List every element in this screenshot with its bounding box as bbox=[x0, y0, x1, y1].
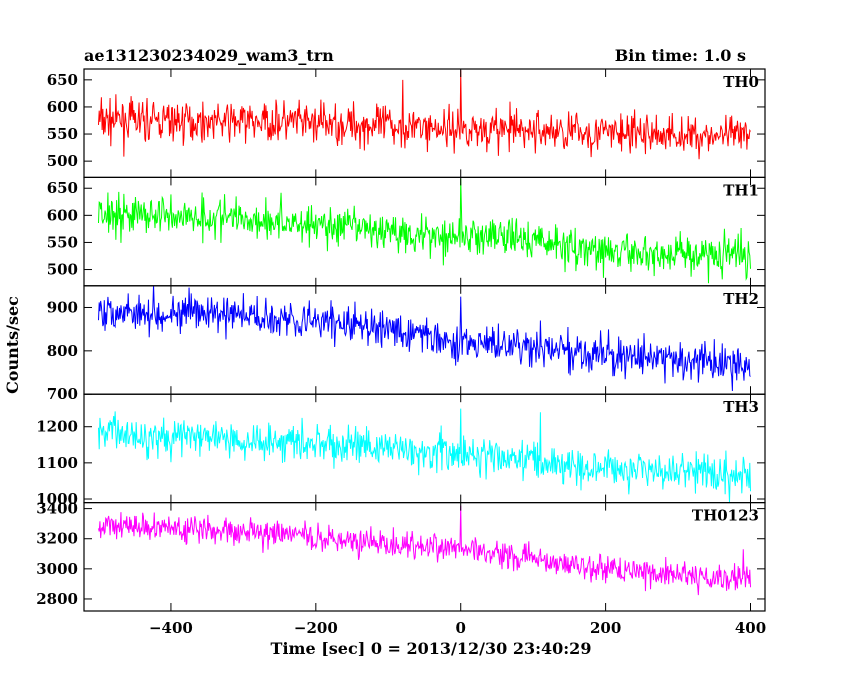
y-tick-label: 900 bbox=[47, 298, 78, 316]
panel-label-th2: TH2 bbox=[723, 290, 759, 308]
y-tick-label: 650 bbox=[47, 179, 78, 197]
y-tick-label: 1200 bbox=[36, 418, 78, 436]
y-tick-label: 3400 bbox=[36, 500, 78, 518]
panel-frame-th2 bbox=[83, 285, 766, 395]
x-axis-title: Time [sec] 0 = 2013/12/30 23:40:29 bbox=[271, 639, 592, 658]
series-th3 bbox=[97, 408, 752, 503]
series-th2 bbox=[97, 285, 751, 392]
y-tick-label: 1100 bbox=[36, 454, 78, 472]
panel-frame-th0123 bbox=[83, 502, 766, 612]
panel-label-th1: TH1 bbox=[723, 181, 759, 199]
panels-group: 500 550 600 650 TH0 500 550 600 650 TH1 700 800 900 T… bbox=[36, 68, 766, 637]
x-tick-label: −400 bbox=[149, 619, 193, 637]
x-tick-label: 0 bbox=[456, 619, 466, 637]
y-tick-label: 600 bbox=[47, 98, 78, 116]
y-axis-title: Counts/sec bbox=[3, 296, 22, 394]
x-tick-label: −200 bbox=[294, 619, 338, 637]
y-tick-label: 550 bbox=[47, 233, 78, 251]
panel-label-th0123: TH0123 bbox=[692, 507, 759, 525]
y-tick-label: 700 bbox=[47, 385, 78, 403]
y-tick-label: 800 bbox=[47, 342, 78, 360]
series-th1 bbox=[97, 178, 752, 284]
y-tick-label: 650 bbox=[47, 71, 78, 89]
panel-label-th3: TH3 bbox=[723, 398, 759, 416]
y-tick-label: 500 bbox=[47, 152, 78, 170]
series-th0123 bbox=[98, 505, 752, 596]
chart-title: ae131230234029_wam3_trn bbox=[84, 46, 334, 65]
y-tick-label: 600 bbox=[47, 206, 78, 224]
bin-time-label: Bin time: 1.0 s bbox=[615, 46, 746, 65]
series-th0 bbox=[97, 70, 751, 160]
panel-frame-th1 bbox=[83, 176, 766, 287]
y-tick-label: 550 bbox=[47, 125, 78, 143]
y-tick-label: 3000 bbox=[36, 560, 78, 578]
panel-frame-th0 bbox=[83, 68, 766, 179]
y-tick-label: 2800 bbox=[36, 590, 78, 608]
y-tick-label: 1000 bbox=[36, 490, 78, 508]
panel-label-th0: TH0 bbox=[723, 73, 759, 91]
x-tick-label: 400 bbox=[735, 619, 766, 637]
y-tick-label: 3200 bbox=[36, 530, 78, 548]
x-tick-label: 200 bbox=[590, 619, 621, 637]
y-tick-label: 500 bbox=[47, 261, 78, 279]
